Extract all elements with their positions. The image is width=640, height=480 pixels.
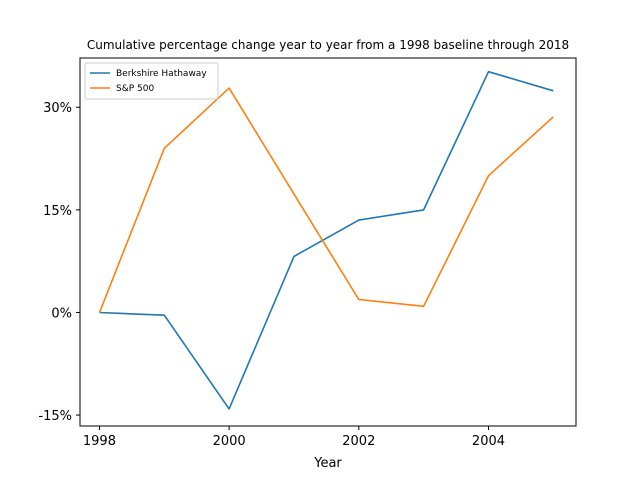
legend-label: Berkshire Hathaway [116,69,207,79]
y-tick-label: -15% [38,409,72,424]
y-tick-label: 30% [43,101,72,116]
series-line-berkshire-hathaway [99,70,554,410]
series-line-s-p-500 [98,87,554,313]
x-tick-label: 2004 [472,434,505,449]
chart-title: Cumulative percentage change year to yea… [87,38,569,52]
y-tick-label: 0% [51,306,72,321]
legend: Berkshire Hathaway S&P 500 [84,62,219,100]
axes-layer: 1998 2000 2002 2004 -15% 0% 15% 30% [38,101,505,449]
x-tick-label: 1998 [83,434,116,449]
x-tick-label: 2000 [213,434,246,449]
x-axis-label: Year [313,456,342,471]
x-tick-label: 2002 [342,434,375,449]
series-layer [98,70,554,410]
y-tick-label: 15% [43,204,72,219]
legend-box [84,62,219,100]
plot-frame [79,57,577,427]
legend-label: S&P 500 [116,84,154,94]
